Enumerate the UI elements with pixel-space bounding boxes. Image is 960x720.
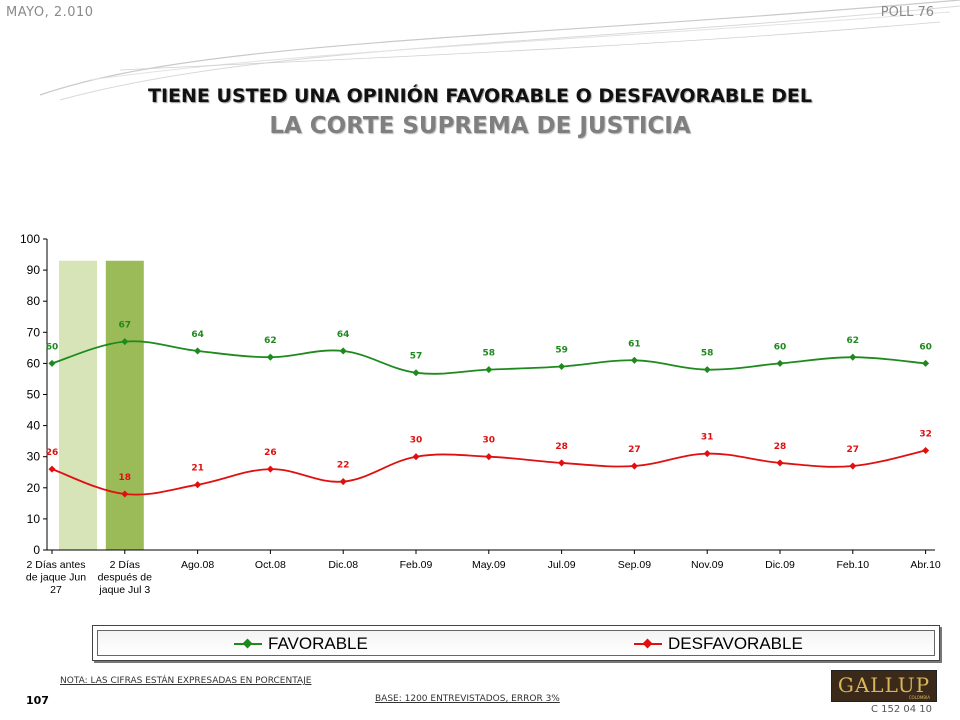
data-point <box>922 359 930 367</box>
x-tick-label: Feb.09 <box>400 559 433 571</box>
data-label: 60 <box>919 342 932 352</box>
data-point <box>558 362 566 371</box>
data-label: 64 <box>191 330 204 340</box>
data-point <box>339 478 347 486</box>
data-label: 26 <box>264 448 277 458</box>
legend-label-desfavorable: DESFAVORABLE <box>668 634 803 653</box>
data-point <box>849 353 857 361</box>
data-point <box>266 353 274 361</box>
x-tick-label: 2 Días después de jaque Jul 3 <box>98 559 152 596</box>
data-label: 28 <box>555 442 568 452</box>
x-tick-label: Abr.10 <box>910 559 941 571</box>
highlight-band-1 <box>105 260 144 550</box>
survey-date: MAYO, 2.010 <box>6 5 94 20</box>
data-label: 26 <box>46 448 59 458</box>
legend-label-favorable: FAVORABLE <box>268 634 368 653</box>
y-tick-label: 60 <box>27 356 41 370</box>
data-point <box>922 446 930 455</box>
y-tick-label: 90 <box>27 263 41 277</box>
data-label: 58 <box>701 349 714 359</box>
logo-subtext: COLOMBIA <box>908 695 930 700</box>
data-label: 64 <box>337 330 350 340</box>
data-point <box>48 465 56 473</box>
data-label: 31 <box>701 433 714 443</box>
legend-marker-desfavorable <box>634 638 662 649</box>
x-tick-label: Sep.09 <box>618 559 651 571</box>
data-label: 27 <box>847 445 860 455</box>
data-label: 60 <box>774 342 787 352</box>
data-point <box>485 453 493 461</box>
decorative-swoosh <box>39 0 960 101</box>
data-label: 30 <box>410 436 423 446</box>
data-label: 32 <box>919 429 932 439</box>
footnote-note: NOTA: LAS CIFRAS ESTÁN EXPRESADAS EN POR… <box>60 676 312 686</box>
data-label: 30 <box>483 436 496 446</box>
y-tick-label: 0 <box>33 543 40 557</box>
data-point <box>849 462 857 470</box>
page-number: 107 <box>26 694 49 707</box>
poll-number: POLL 76 <box>880 5 934 20</box>
y-tick-label: 100 <box>20 232 40 246</box>
data-point <box>266 465 274 473</box>
x-tick-label: 2 Días antes de jaque Jun 27 <box>26 559 86 596</box>
data-point <box>412 453 420 461</box>
y-tick-label: 40 <box>27 419 41 433</box>
data-label: 67 <box>119 321 132 331</box>
x-tick-label: Nov.09 <box>691 559 724 571</box>
data-point <box>558 459 566 467</box>
y-tick-label: 10 <box>27 512 41 526</box>
data-label: 22 <box>337 461 350 471</box>
data-point <box>703 450 711 458</box>
highlight-band-0 <box>59 260 97 550</box>
data-point <box>194 481 202 489</box>
data-point <box>776 459 784 467</box>
x-tick-label: Feb.10 <box>836 559 869 571</box>
data-point <box>412 369 420 377</box>
x-tick-label: Oct.08 <box>255 559 286 571</box>
data-point <box>630 462 638 470</box>
y-tick-label: 70 <box>27 325 41 339</box>
chart-title-line1: TIENE USTED UNA OPINIÓN FAVORABLE O DESF… <box>148 85 812 107</box>
data-point <box>194 347 202 355</box>
data-label: 27 <box>628 445 641 455</box>
data-point <box>121 490 129 498</box>
data-label: 60 <box>46 342 59 352</box>
data-point <box>703 366 711 374</box>
data-label: 62 <box>847 336 860 346</box>
data-label: 61 <box>628 339 641 349</box>
document-code: C 152 04 10 <box>870 704 932 715</box>
data-label: 62 <box>264 336 277 346</box>
chart-legend: FAVORABLE DESFAVORABLE <box>92 625 940 661</box>
data-label: 58 <box>483 349 496 359</box>
x-tick-label: Dic.09 <box>765 559 795 571</box>
logo-text: GALLUP <box>837 673 931 697</box>
y-tick-label: 30 <box>27 450 41 464</box>
data-point <box>485 366 493 374</box>
data-label: 18 <box>119 473 132 483</box>
footnote-base: BASE: 1200 ENTREVISTADOS, ERROR 3% <box>375 694 560 704</box>
gallup-logo: GALLUP COLOMBIA <box>831 670 937 702</box>
data-label: 21 <box>191 464 204 474</box>
data-label: 28 <box>774 442 787 452</box>
data-point <box>339 347 347 355</box>
y-tick-label: 50 <box>27 388 41 402</box>
y-tick-label: 80 <box>27 294 41 308</box>
legend-item-favorable: FAVORABLE <box>234 634 368 654</box>
data-label: 57 <box>410 352 423 362</box>
x-tick-label: Jul.09 <box>548 559 576 571</box>
legend-marker-favorable <box>234 638 262 649</box>
y-tick-label: 20 <box>27 481 41 495</box>
opinion-line-chart: 0 10 20 30 40 50 60 70 80 90 100 2 Días antes de jaq… <box>20 232 941 596</box>
data-label: 59 <box>555 346 568 356</box>
legend-item-desfavorable: DESFAVORABLE <box>634 634 803 654</box>
chart-title-line2: LA CORTE SUPREMA DE JUSTICIA <box>269 113 691 139</box>
data-point <box>121 338 129 346</box>
data-point <box>630 356 638 364</box>
x-tick-label: Dic.08 <box>328 559 358 571</box>
x-tick-label: Ago.08 <box>181 559 214 571</box>
x-tick-label: May.09 <box>472 559 506 571</box>
data-point <box>48 359 56 367</box>
data-point <box>776 359 784 367</box>
